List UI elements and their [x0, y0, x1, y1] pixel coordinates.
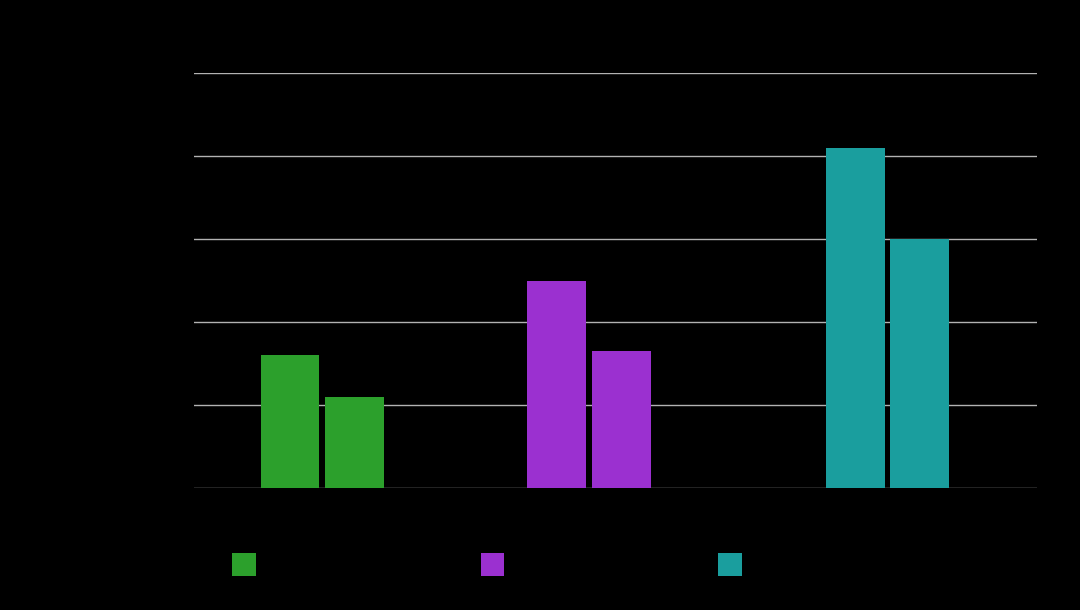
Bar: [260, 355, 320, 488]
Bar: [527, 281, 586, 488]
Bar: [325, 396, 384, 488]
Bar: [890, 239, 949, 488]
Bar: [826, 148, 885, 488]
Bar: [592, 351, 650, 488]
